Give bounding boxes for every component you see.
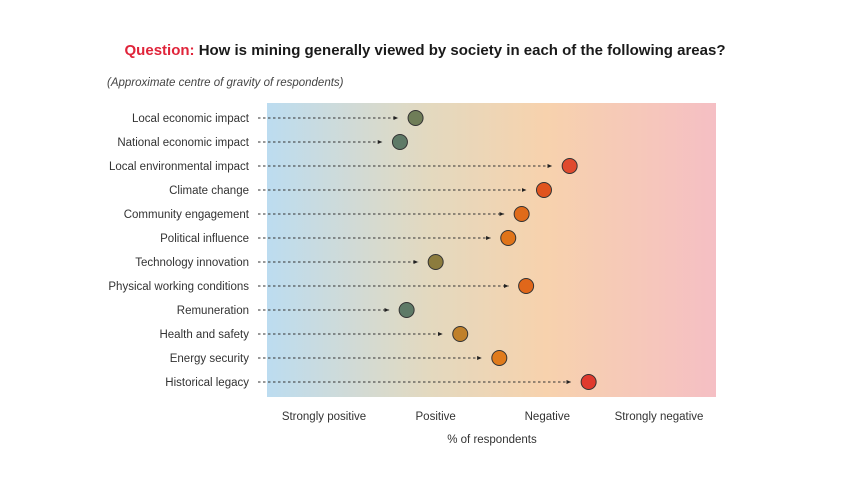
chart-subtitle: (Approximate centre of gravity of respon… — [107, 77, 344, 89]
category-label: Remuneration — [177, 305, 249, 317]
data-point — [500, 230, 517, 246]
plot-background — [267, 103, 716, 397]
data-point — [513, 206, 530, 222]
category-label: Energy security — [170, 353, 250, 365]
row-7: Physical working conditions — [108, 278, 535, 294]
data-point — [407, 110, 424, 126]
row-9: Health and safety — [159, 326, 469, 342]
row-0: Local economic impact — [132, 110, 424, 126]
x-axis-label: % of respondents — [447, 434, 537, 446]
row-8: Remuneration — [177, 302, 415, 318]
category-label: Historical legacy — [165, 377, 249, 389]
row-3: Climate change — [169, 182, 552, 198]
row-6: Technology innovation — [135, 254, 444, 270]
category-label: Health and safety — [159, 329, 249, 341]
row-5: Political influence — [160, 230, 517, 246]
data-point — [452, 326, 469, 342]
data-point — [391, 134, 408, 150]
data-point — [398, 302, 415, 318]
category-label: Physical working conditions — [108, 281, 249, 293]
category-label: Technology innovation — [135, 257, 249, 269]
title-text: How is mining generally viewed by societ… — [198, 42, 726, 59]
data-point — [518, 278, 535, 294]
category-label: Climate change — [169, 185, 249, 197]
row-1: National economic impact — [117, 134, 408, 150]
data-point — [491, 350, 508, 366]
row-2: Local environmental impact — [109, 158, 578, 174]
x-tick-label: Strongly negative — [615, 411, 704, 423]
category-label: Political influence — [160, 233, 249, 245]
title-prefix: Question: — [124, 42, 195, 59]
category-label: National economic impact — [117, 137, 249, 149]
row-11: Historical legacy — [165, 374, 597, 390]
category-label: Community engagement — [124, 209, 250, 221]
x-tick-label: Positive — [416, 411, 456, 423]
category-label: Local environmental impact — [109, 161, 250, 173]
x-tick-label: Strongly positive — [282, 411, 366, 423]
category-label: Local economic impact — [132, 113, 250, 125]
row-4: Community engagement — [124, 206, 530, 222]
data-point — [535, 182, 552, 198]
data-point — [561, 158, 578, 174]
data-point — [427, 254, 444, 270]
row-10: Energy security — [170, 350, 508, 366]
x-tick-label: Negative — [525, 411, 570, 423]
chart-title: Question: How is mining generally viewed… — [0, 42, 850, 59]
data-point — [580, 374, 597, 390]
